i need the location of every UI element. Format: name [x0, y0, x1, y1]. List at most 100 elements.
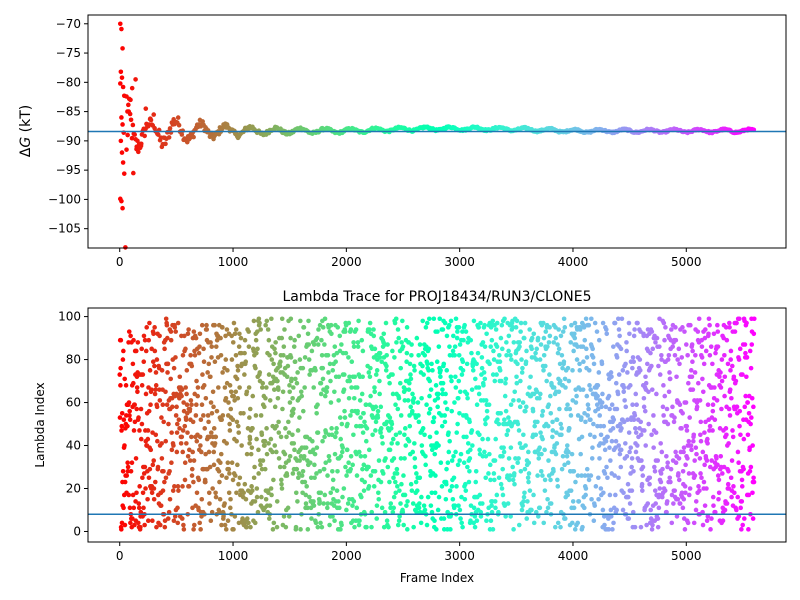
lambda-point: [455, 421, 460, 427]
lambda-point: [400, 344, 406, 349]
lambda-point: [614, 507, 620, 513]
lambda-point: [272, 443, 278, 448]
lambda-point: [677, 501, 683, 506]
lambda-point: [668, 479, 673, 485]
lambda-point: [547, 372, 552, 377]
lambda-point: [206, 449, 212, 455]
lambda-point: [745, 432, 751, 438]
lambda-point: [711, 331, 717, 337]
lambda-point: [176, 417, 182, 423]
lambda-point: [263, 322, 268, 328]
lambda-point: [535, 473, 540, 478]
lambda-point: [287, 400, 293, 405]
lambda-point: [350, 462, 355, 468]
lambda-point: [463, 329, 469, 334]
lambda-point: [131, 505, 137, 511]
lambda-point: [131, 380, 136, 386]
lambda-point: [393, 402, 398, 407]
lambda-point: [510, 477, 516, 483]
lambda-point: [165, 361, 171, 367]
lambda-point: [702, 462, 707, 468]
lambda-point: [630, 509, 636, 515]
lambda-point: [597, 413, 603, 418]
lambda-point: [438, 460, 444, 466]
lambda-point: [247, 406, 253, 412]
lambda-point: [737, 346, 743, 352]
lambda-point: [487, 361, 492, 367]
lambda-point: [236, 520, 242, 526]
lambda-point: [591, 361, 597, 367]
lambda-point: [439, 413, 444, 418]
lambda-point: [556, 346, 562, 352]
lambda-point: [166, 421, 171, 427]
lambda-point: [295, 499, 300, 504]
lambda-point: [284, 434, 289, 440]
lambda-point: [724, 432, 729, 438]
lambda-point: [126, 492, 132, 498]
lambda-point: [746, 527, 751, 532]
lambda-point: [420, 426, 426, 431]
lambda-point: [251, 318, 257, 324]
lambda-point: [541, 368, 546, 373]
lambda-point: [450, 348, 456, 354]
lambda-point: [247, 415, 252, 420]
lambda-point: [628, 383, 633, 388]
lambda-point: [389, 421, 395, 427]
lambda-point: [504, 340, 509, 345]
lambda-point: [368, 365, 373, 371]
lambda-point: [506, 477, 512, 483]
lambda-point: [417, 501, 422, 506]
lambda-point: [702, 503, 708, 508]
lambda-point: [648, 507, 654, 513]
lambda-point: [579, 415, 584, 420]
lambda-point: [194, 402, 199, 407]
lambda-point: [138, 436, 144, 442]
lambda-point: [741, 466, 746, 472]
lambda-point: [471, 505, 477, 511]
lambda-point: [184, 402, 190, 407]
lambda-point: [287, 383, 292, 388]
lambda-point: [227, 471, 232, 476]
lambda-point: [313, 368, 318, 373]
lambda-point: [483, 453, 489, 459]
lambda-point: [373, 404, 379, 410]
lambda-point: [231, 527, 236, 532]
lambda-point: [426, 368, 431, 373]
lambda-point: [234, 419, 240, 425]
lambda-point: [135, 389, 140, 395]
lambda-point: [259, 494, 264, 500]
delta-g-point: [132, 132, 137, 137]
y-tick-label: 20: [66, 481, 81, 495]
lambda-point: [696, 316, 702, 322]
lambda-point: [272, 346, 277, 352]
lambda-point: [322, 393, 328, 399]
lambda-point: [596, 337, 602, 343]
lambda-point: [526, 479, 531, 485]
lambda-point: [232, 331, 238, 337]
lambda-point: [520, 365, 525, 371]
lambda-point: [203, 395, 209, 401]
lambda-point: [474, 402, 480, 407]
lambda-point: [644, 522, 649, 528]
lambda-point: [191, 479, 196, 485]
lambda-point: [364, 524, 369, 530]
lambda-point: [533, 432, 539, 438]
lambda-point: [165, 516, 171, 521]
delta-g-point: [148, 117, 154, 123]
lambda-point: [256, 471, 261, 476]
lambda-point: [362, 479, 368, 485]
lambda-point: [228, 505, 233, 511]
lambda-point: [595, 393, 600, 399]
lambda-point: [719, 378, 725, 384]
lambda-point: [373, 372, 379, 377]
lambda-point: [605, 475, 610, 481]
lambda-point: [422, 352, 428, 358]
lambda-point: [402, 432, 407, 438]
lambda-point: [305, 505, 310, 511]
lambda-point: [400, 509, 406, 515]
lambda-point: [335, 325, 341, 330]
lambda-point: [453, 385, 459, 390]
lambda-point: [742, 342, 748, 347]
lambda-point: [447, 344, 452, 349]
lambda-point: [527, 327, 532, 332]
